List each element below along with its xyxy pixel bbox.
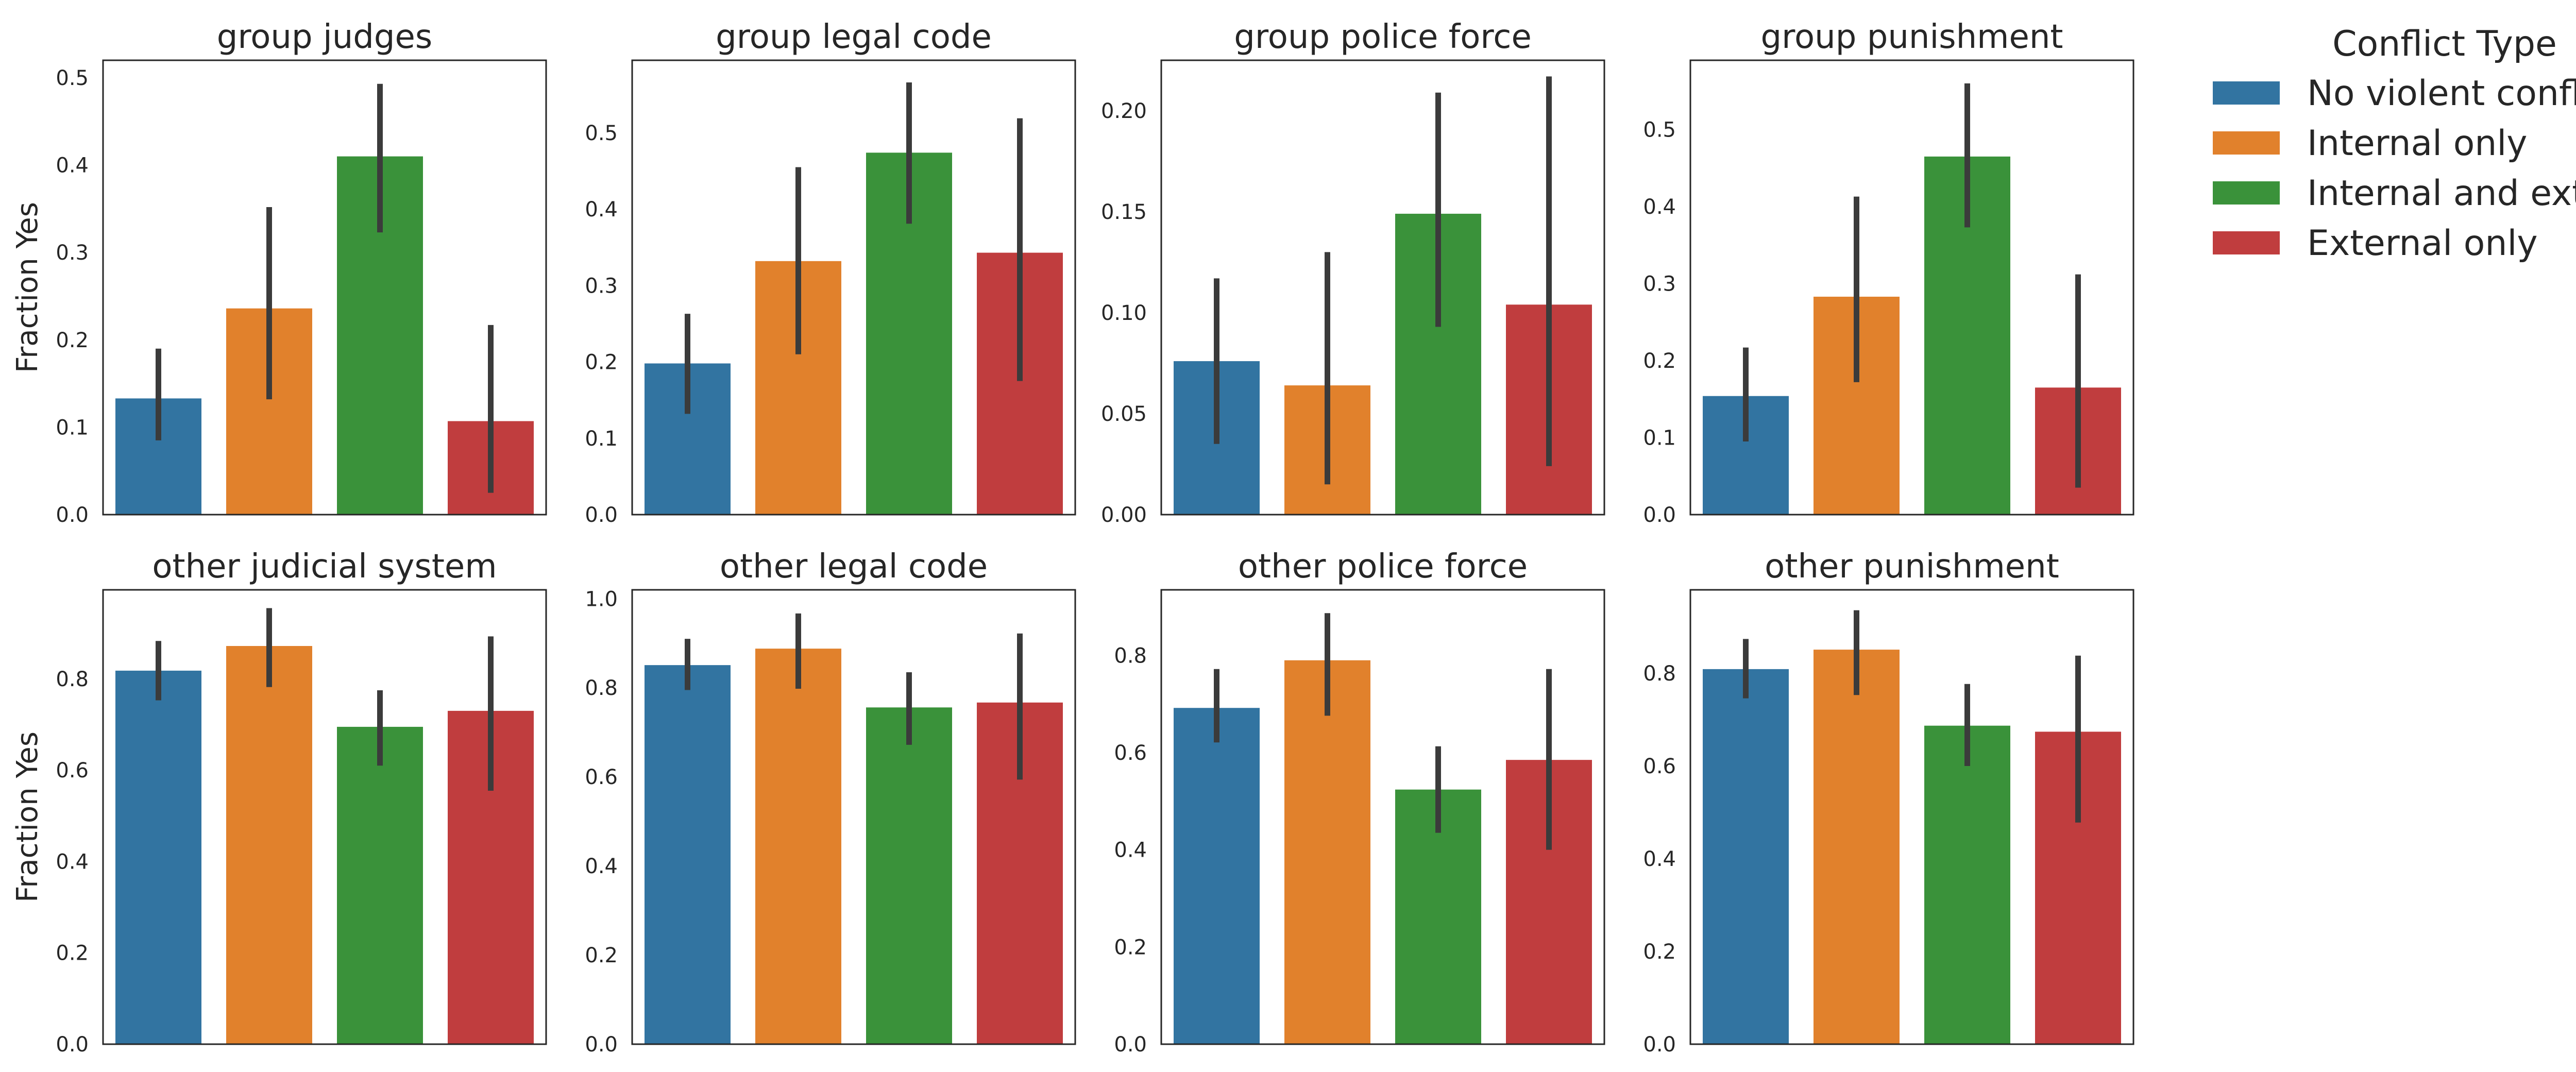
y-tick-label: 0.4 — [1643, 847, 1676, 871]
y-tick-label: 0.8 — [1643, 662, 1676, 686]
axes-frame — [631, 589, 1076, 1045]
legend-entries: No violent conflict Internal only Internal… — [2213, 73, 2576, 264]
subplot: group police force 0.00 0.05 0.10 0.15 0.20 — [1101, 18, 1605, 527]
bar — [1174, 708, 1260, 1044]
legend-label: Internal only — [2307, 123, 2528, 164]
y-tick-label: 0.2 — [56, 329, 89, 352]
y-tick-label: 0.8 — [56, 668, 89, 691]
y-tick-label: 0.2 — [585, 351, 618, 375]
legend-label: External only — [2307, 223, 2538, 264]
y-tick-label: 0.4 — [585, 198, 618, 222]
axes-frame — [1160, 59, 1605, 516]
subplot-title: other punishment — [1765, 548, 2059, 586]
y-tick-label: 0.4 — [56, 850, 89, 874]
y-tick-label: 0.4 — [56, 154, 89, 178]
axes-frame — [102, 589, 547, 1045]
y-tick-label: 0.8 — [585, 676, 618, 700]
y-tick-label: 0.1 — [585, 427, 618, 451]
bar — [1924, 725, 2010, 1044]
y-tick-label: 0.15 — [1101, 200, 1147, 224]
legend-swatch — [2213, 181, 2280, 205]
legend-swatch — [2213, 81, 2280, 105]
legend-label: No violent conflict — [2307, 73, 2576, 114]
subplot-title: group legal code — [716, 18, 992, 56]
subplot: other judicial system 0.0 0.2 0.4 0.6 0.8 Frac… — [11, 548, 547, 1057]
y-tick-label: 0.2 — [56, 942, 89, 965]
bar — [866, 707, 952, 1044]
axes-frame — [1160, 589, 1605, 1045]
y-tick-label: 0.4 — [1643, 195, 1676, 219]
bar — [755, 649, 841, 1044]
legend-title: Conflict Type — [2332, 24, 2557, 64]
y-tick-label: 0.8 — [1114, 644, 1147, 668]
bar — [1703, 669, 1789, 1044]
legend-swatch — [2213, 131, 2280, 155]
subplot-title: other judicial system — [152, 548, 497, 586]
legend-swatch — [2213, 231, 2280, 254]
axes-frame — [1689, 589, 2134, 1045]
subplot-title: other legal code — [720, 548, 988, 586]
y-tick-label: 0.1 — [1643, 427, 1676, 450]
bar — [337, 726, 423, 1044]
subplot-grid: group judges 0.0 0.1 0.2 0.3 0.4 0.5 Fraction Y… — [11, 18, 2134, 1057]
legend: Conflict Type No violent conflict Interna… — [2213, 24, 2576, 264]
bar — [1284, 660, 1370, 1044]
subplot-title: group judges — [217, 18, 433, 56]
y-tick-label: 0.0 — [56, 1033, 89, 1057]
y-tick-label: 0.0 — [1643, 503, 1676, 527]
y-tick-label: 0.5 — [585, 122, 618, 145]
y-tick-label: 0.6 — [585, 765, 618, 789]
y-tick-label: 0.6 — [56, 759, 89, 782]
y-tick-label: 1.0 — [585, 587, 618, 611]
legend-label: Internal and external — [2307, 173, 2576, 214]
subplot: group punishment 0.0 0.1 0.2 0.3 0.4 0.5 — [1643, 18, 2134, 527]
y-tick-label: 0.5 — [56, 66, 89, 90]
y-tick-label: 0.05 — [1101, 402, 1147, 426]
bar — [226, 646, 312, 1044]
legend-entry: Internal only — [2213, 123, 2528, 164]
y-tick-label: 0.00 — [1101, 503, 1147, 527]
bar — [645, 665, 731, 1044]
legend-entry: External only — [2213, 223, 2538, 264]
y-axis-label: Fraction Yes — [11, 731, 44, 903]
subplot: group legal code 0.0 0.1 0.2 0.3 0.4 0.5 — [585, 18, 1076, 527]
y-tick-label: 0.0 — [56, 503, 89, 527]
subplot: other police force 0.0 0.2 0.4 0.6 0.8 — [1114, 548, 1605, 1057]
y-tick-label: 0.3 — [1643, 273, 1676, 296]
legend-entry: No violent conflict — [2213, 73, 2576, 114]
y-tick-label: 0.20 — [1101, 99, 1147, 123]
y-tick-label: 0.10 — [1101, 301, 1147, 325]
subplot: other legal code 0.0 0.2 0.4 0.6 0.8 1.0 — [585, 548, 1076, 1057]
y-tick-label: 0.0 — [585, 503, 618, 527]
y-tick-label: 0.3 — [56, 241, 89, 265]
y-tick-label: 0.0 — [585, 1033, 618, 1057]
subplot-title: group police force — [1234, 18, 1532, 56]
subplot-title: group punishment — [1760, 18, 2063, 56]
y-tick-label: 0.2 — [1643, 940, 1676, 964]
subplot: group judges 0.0 0.1 0.2 0.3 0.4 0.5 Fraction Y… — [11, 18, 547, 527]
subplot-title: other police force — [1238, 548, 1528, 586]
axes-frame — [1689, 59, 2134, 516]
y-tick-label: 0.2 — [1114, 935, 1147, 959]
y-tick-label: 0.5 — [1643, 118, 1676, 142]
y-tick-label: 0.1 — [56, 416, 89, 439]
y-tick-label: 0.4 — [585, 855, 618, 878]
y-tick-label: 0.6 — [1114, 741, 1147, 765]
axes-frame — [102, 59, 547, 516]
y-axis-label: Fraction Yes — [11, 202, 44, 373]
y-tick-label: 0.3 — [585, 274, 618, 298]
bar — [115, 670, 201, 1044]
y-tick-label: 0.2 — [585, 944, 618, 967]
y-tick-label: 0.0 — [1643, 1033, 1676, 1057]
legend-entry: Internal and external — [2213, 173, 2576, 214]
subplot: other punishment 0.0 0.2 0.4 0.6 0.8 — [1643, 548, 2134, 1057]
y-tick-label: 0.0 — [1114, 1033, 1147, 1057]
y-tick-label: 0.4 — [1114, 839, 1147, 862]
bar — [1814, 650, 1900, 1044]
y-tick-label: 0.6 — [1643, 755, 1676, 778]
y-tick-label: 0.2 — [1643, 349, 1676, 373]
axes-frame — [631, 59, 1076, 516]
